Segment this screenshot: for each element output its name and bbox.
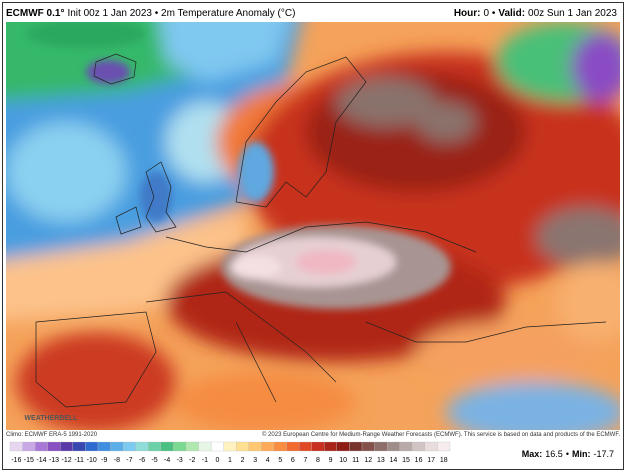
colorbar-swatch [85,441,99,452]
colorbar-swatch [47,441,61,452]
climo-note: Climo: ECMWF ERA-5 1991-2020 [6,432,98,438]
colorbar-swatch [248,441,262,452]
colorbar-swatch [185,441,199,452]
colorbar-swatch [110,441,124,452]
colorbar-tick-label: 7 [303,457,307,464]
colorbar-tick-label: -9 [101,457,107,464]
colorbar-tick-label: -13 [49,457,59,464]
colorbar-tick-label: -8 [114,457,120,464]
colorbar-tick-label: 3 [253,457,257,464]
copyright-note: © 2023 European Centre for Medium-Range … [261,432,620,438]
colorbar-swatch [148,441,162,452]
colorbar-swatch [22,441,36,452]
colorbar-tick-label: -3 [177,457,183,464]
colorbar-swatch [273,441,287,452]
max-label: Max: [521,449,543,459]
colorbar-swatch [261,441,275,452]
colorbar-swatch [399,441,413,452]
colorbar-tick-label: 15 [402,457,410,464]
colorbar-tick-label: -1 [202,457,208,464]
min-label: Min: [571,449,591,459]
colorbar-tick-label: -14 [36,457,46,464]
header-right: Hour: 0 • Valid: 00z Sun 1 Jan 2023 [454,8,620,19]
footer-notes: Climo: ECMWF ERA-5 1991-2020 © 2023 Euro… [6,432,620,438]
colorbar-tick-label: 10 [339,457,347,464]
header-left: ECMWF 0.1° Init 00z 1 Jan 2023 • 2m Tempe… [6,8,298,19]
max-min: Max: 16.5 • Min: -17.7 [519,449,614,459]
colorbar-tick-label: 16 [415,457,423,464]
colorbar-tick-label: 5 [278,457,282,464]
colorbar-swatch [336,441,350,452]
colorbar-tick-label: 6 [291,457,295,464]
colorbar-swatch [424,441,438,452]
colorbar-swatch [386,441,400,452]
colorbar-swatch [374,441,388,452]
colorbar-swatch [349,441,363,452]
colorbar-swatch [198,441,212,452]
header-segment: 00z Sun 1 Jan 2023 [528,7,617,19]
colorbar-tick-label: -11 [74,457,84,464]
colorbar-tick-label: 13 [377,457,385,464]
max-value: 16.5 [545,449,563,459]
colorbar-swatch [223,441,237,452]
colorbar-tick-label: 2 [241,457,245,464]
colorbar-swatch [135,441,149,452]
colorbar-swatch [9,441,23,452]
colorbar-swatch [60,441,74,452]
colorbar-swatch [286,441,300,452]
colorbar-tick-label: -16 [11,457,21,464]
separator: • [565,449,569,459]
colorbar-swatch [210,441,224,452]
colorbar-tick-label: 14 [390,457,398,464]
colorbar-swatch [34,441,48,452]
colorbar-tick-label: -2 [189,457,195,464]
anomaly-field: WEATHERBELL [6,22,620,430]
colorbar-tick-label: 0 [215,457,219,464]
model-title: ECMWF 0.1° [6,7,65,19]
colorbar-tick-label: 8 [316,457,320,464]
colorbar-tick-label: 18 [440,457,448,464]
colorbar-swatch [324,441,338,452]
colorbar-tick-label: -12 [62,457,72,464]
colorbar-swatch [236,441,250,452]
colorbar-swatch [361,441,375,452]
colorbar-tick-label: -4 [164,457,170,464]
colorbar-swatch [298,441,312,452]
colorbar-swatch [160,441,174,452]
colorbar: -16 -15 -14 -13 -12 -11 -10 -9 -8 -7 -6 -5 -4 -3 -2 -1 0… [9,441,451,464]
header: ECMWF 0.1° Init 00z 1 Jan 2023 • 2m Tempe… [6,4,620,22]
header-segment: Valid: [498,7,526,19]
colorbar-tick-label: 4 [266,457,270,464]
map: WEATHERBELL [6,22,620,430]
colorbar-tick-label: 12 [364,457,372,464]
header-segment: Hour: [453,7,481,19]
header-segment: 0 • [483,7,496,19]
colorbar-tick-label: 1 [228,457,232,464]
colorbar-swatch [173,441,187,452]
colorbar-swatch [437,441,451,452]
colorbar-tick-label: -5 [151,457,157,464]
colorbar-tick-label: -6 [139,457,145,464]
colorbar-swatch [122,441,136,452]
colorbar-swatch [72,441,86,452]
colorbar-tick-label: -10 [87,457,97,464]
colorbar-swatch [412,441,426,452]
min-value: -17.7 [593,449,614,459]
colorbar-tick-label: -7 [126,457,132,464]
colorbar-swatch [97,441,111,452]
colorbar-tick-label: 11 [352,457,359,464]
colorbar-tick-label: -15 [24,457,34,464]
coastlines [35,53,607,408]
colorbar-swatch [311,441,325,452]
colorbar-tick-label: 9 [329,457,333,464]
watermark: WEATHERBELL [24,415,78,422]
run-info: Init 00z 1 Jan 2023 • 2m Temperature Ano… [67,7,296,19]
colorbar-tick-label: 17 [427,457,435,464]
